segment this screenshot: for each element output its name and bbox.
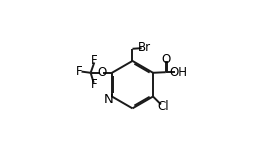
Text: Cl: Cl (158, 100, 169, 113)
Text: F: F (91, 54, 98, 67)
Text: Br: Br (138, 41, 151, 54)
Text: N: N (104, 93, 114, 106)
Text: OH: OH (169, 66, 187, 79)
Text: F: F (91, 79, 97, 91)
Text: F: F (76, 65, 83, 78)
Text: O: O (97, 66, 106, 79)
Text: O: O (162, 53, 171, 66)
